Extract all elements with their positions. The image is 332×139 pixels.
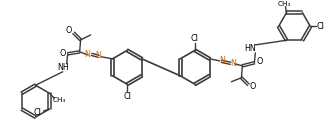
Text: NH: NH <box>57 63 69 72</box>
Text: O: O <box>249 82 256 91</box>
Text: N: N <box>85 50 91 59</box>
Text: Cl: Cl <box>316 22 324 31</box>
Text: O: O <box>65 26 72 35</box>
Text: O: O <box>59 49 66 58</box>
Text: N: N <box>230 59 236 68</box>
Text: HN: HN <box>244 44 256 53</box>
Text: N: N <box>96 51 102 60</box>
Text: Cl: Cl <box>123 92 131 101</box>
Text: N: N <box>219 56 225 65</box>
Text: CH₃: CH₃ <box>52 97 66 103</box>
Text: CH₃: CH₃ <box>278 1 291 7</box>
Text: Cl: Cl <box>34 108 41 117</box>
Text: O: O <box>256 57 263 66</box>
Text: Cl: Cl <box>191 34 199 43</box>
